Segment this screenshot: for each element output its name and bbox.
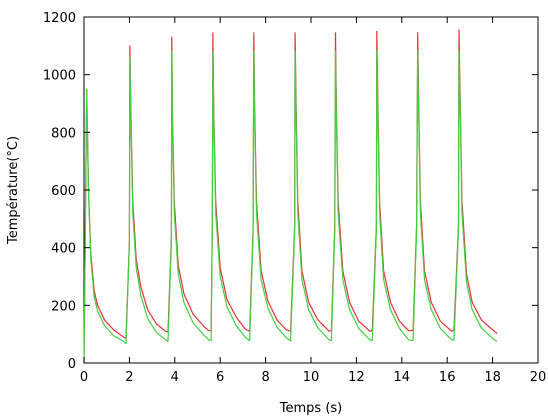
x-tick-label: 6 <box>216 370 224 385</box>
x-tick-label: 16 <box>439 370 456 385</box>
y-tick-label: 600 <box>51 184 76 199</box>
plot-frame <box>84 17 538 363</box>
x-tick-label: 4 <box>171 370 179 385</box>
x-axis-label: Temps (s) <box>279 401 342 416</box>
y-tick-label: 200 <box>51 299 76 314</box>
x-tick-label: 2 <box>125 370 133 385</box>
x-tick-label: 10 <box>303 370 320 385</box>
x-tick-label: 14 <box>394 370 411 385</box>
x-tick-label: 12 <box>348 370 365 385</box>
y-axis-label: Température(°C) <box>6 136 21 245</box>
x-tick-label: 20 <box>530 370 547 385</box>
series-line-2 <box>84 50 497 363</box>
x-tick-label: 0 <box>80 370 88 385</box>
x-tick-label: 18 <box>484 370 501 385</box>
y-tick-label: 800 <box>51 126 76 141</box>
y-tick-label: 0 <box>68 357 76 372</box>
y-tick-label: 400 <box>51 242 76 257</box>
y-tick-label: 1000 <box>43 69 76 84</box>
y-tick-label: 1200 <box>43 11 76 26</box>
series-layer <box>84 30 497 363</box>
x-tick-label: 8 <box>261 370 269 385</box>
